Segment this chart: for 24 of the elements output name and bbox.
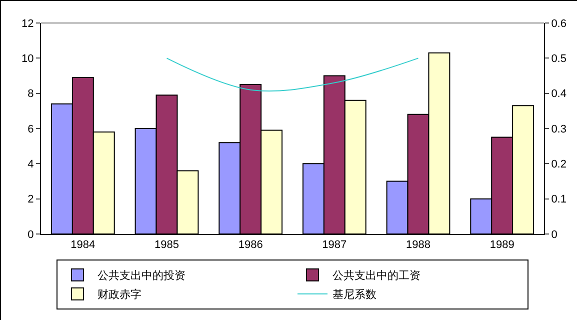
x-tick-label: 1989 [490, 239, 514, 252]
y2-tick-label: 0.2 [551, 158, 566, 171]
y-tick-label: 10 [22, 53, 34, 66]
x-tick-label: 1986 [238, 239, 263, 252]
legend-label: 基尼系数 [332, 288, 376, 302]
y-tick-label: 12 [22, 18, 34, 30]
y2-tick-label: 0.4 [551, 88, 566, 100]
y2-tick-label: 0.1 [551, 194, 566, 206]
y-tick-label: 8 [28, 88, 34, 100]
y2-tick-label: 0.5 [551, 53, 566, 66]
y-tick-label: 6 [28, 123, 34, 136]
y-tick-label: 2 [28, 194, 34, 206]
y2-tick-label: 0.3 [551, 123, 566, 136]
x-tick-label: 1985 [154, 239, 179, 252]
y-tick-label: 0 [28, 228, 34, 241]
legend-label: 财政赤字 [98, 288, 142, 302]
y2-tick-label: 0 [551, 228, 558, 241]
x-tick-label: 1987 [322, 239, 347, 252]
legend-label: 公共支出中的工资 [332, 269, 420, 282]
y2-tick-label: 0.6 [551, 18, 566, 30]
y-tick-label: 4 [28, 158, 34, 171]
legend-label: 公共支出中的投资 [98, 269, 186, 282]
x-tick-label: 1988 [406, 239, 430, 252]
x-tick-label: 1984 [70, 239, 96, 252]
